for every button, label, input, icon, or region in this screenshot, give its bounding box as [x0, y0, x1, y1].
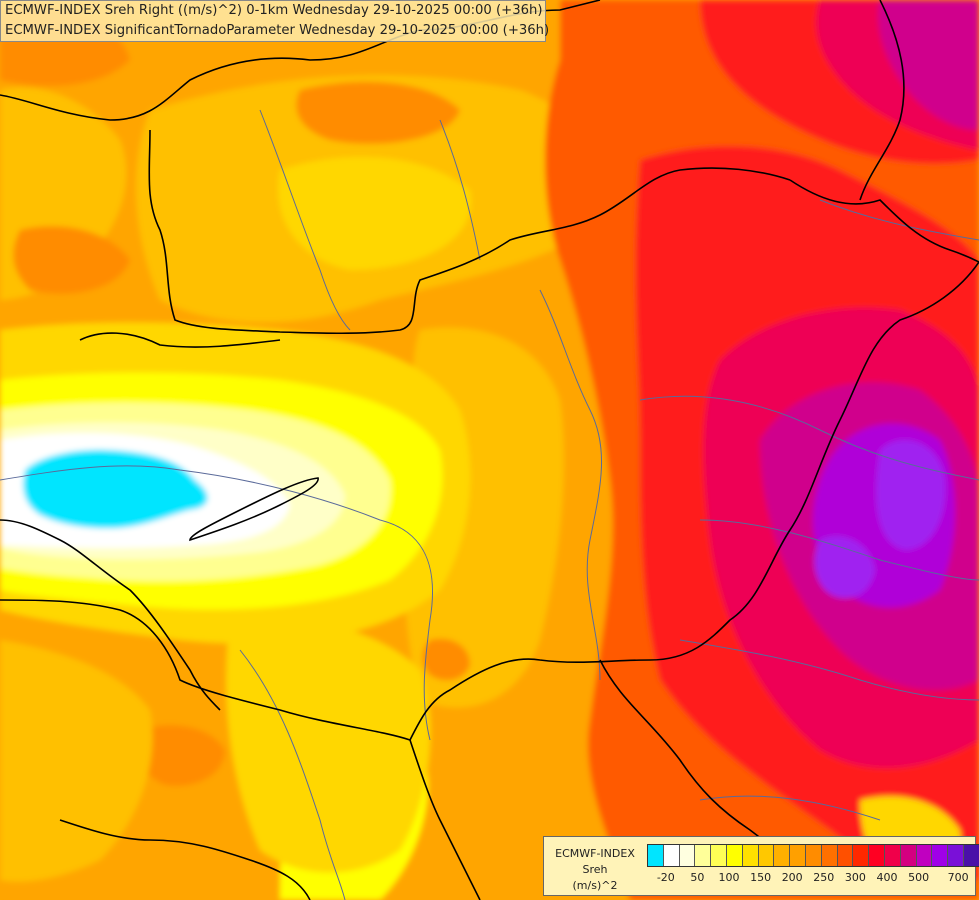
contour-purple-south: [814, 536, 875, 599]
contour-dark-orange-west: [13, 226, 130, 294]
border-northwest-spur: [148, 129, 791, 335]
border-east-north: [789, 179, 979, 263]
legend-swatch-19: [948, 845, 964, 866]
border-northeast-edge: [859, 0, 905, 201]
legend-swatch-6: [742, 845, 759, 866]
legend-tick-label: 300: [844, 871, 866, 884]
legend-unit: (m/s)^2: [572, 879, 618, 892]
river-tisza: [539, 289, 603, 681]
river-north-2: [439, 119, 481, 261]
river-east-2: [699, 519, 979, 581]
legend-tick-label: 700: [947, 871, 969, 884]
legend-tick-label: 250: [813, 871, 835, 884]
legend-tick-label: 150: [750, 871, 772, 884]
legend-swatch-17: [916, 845, 933, 866]
legend-tick-label: 400: [876, 871, 898, 884]
legend-swatch-3: [695, 845, 712, 866]
legend-swatch-13: [853, 845, 870, 866]
title-line-stp: ECMWF-INDEX SignificantTornadoParameter …: [5, 23, 550, 38]
legend-swatch-9: [790, 845, 806, 866]
legend-swatch-2: [679, 845, 696, 866]
legend-swatch-15: [884, 845, 901, 866]
legend-swatch-7: [758, 845, 775, 866]
river-east-3: [679, 639, 979, 701]
legend-swatch-20: [963, 845, 979, 866]
river-north-1: [259, 109, 351, 331]
legend-swatch-4: [711, 845, 727, 866]
contour-dark-orange-north: [296, 81, 460, 144]
legend-source: ECMWF-INDEX: [555, 847, 635, 860]
legend-tick-label: 50: [690, 871, 705, 884]
river-south-1: [239, 649, 346, 900]
river-southeast: [699, 795, 881, 821]
legend-swatch-12: [837, 845, 854, 866]
legend-tick-label: 100: [718, 871, 740, 884]
contour-gold-north: [278, 156, 472, 270]
legend-swatch-5: [726, 845, 743, 866]
title-box: ECMWF-INDEX Sreh Right ((m/s)^2) 0-1km W…: [0, 0, 550, 42]
contour-gold-south: [226, 617, 431, 873]
river-east-1: [639, 395, 979, 481]
river-northeast: [819, 199, 979, 241]
color-legend: ECMWF-INDEX Sreh (m/s)^2 -20 50 100 150 200 2…: [543, 836, 979, 896]
border-south-west: [59, 819, 311, 900]
border-lake-balaton: [189, 477, 319, 542]
legend-tick-label: -20: [656, 871, 675, 884]
river-danube-west: [0, 465, 434, 741]
legend-swatch-1: [663, 845, 680, 866]
legend-swatch-16: [900, 845, 917, 866]
contour-magenta-northeast: [878, 0, 979, 130]
contour-amber-southwest: [0, 640, 153, 882]
border-east: [409, 261, 979, 741]
rivers: [0, 109, 979, 900]
legend-tick-label: 200: [781, 871, 803, 884]
legend-title: ECMWF-INDEX Sreh (m/s)^2: [549, 846, 641, 894]
legend-parameter: Sreh: [582, 863, 608, 876]
legend-swatch-18: [932, 845, 949, 866]
title-line-sreh: ECMWF-INDEX Sreh Right ((m/s)^2) 0-1km W…: [5, 3, 543, 18]
legend-swatch-10: [805, 845, 822, 866]
border-south: [409, 739, 481, 900]
legend-swatch-8: [774, 845, 791, 866]
border-west-austria: [0, 519, 221, 711]
contour-dark-orange-south: [422, 638, 470, 681]
legend-swatch-11: [821, 845, 838, 866]
legend-tick-labels: -20 50 100 150 200 250 300 400 500 700: [647, 871, 977, 887]
contour-dark-orange-southwest: [136, 725, 225, 786]
border-west: [79, 332, 281, 348]
legend-tick-label: 500: [908, 871, 930, 884]
legend-swatch-0: [648, 845, 664, 866]
border-southwest: [0, 599, 411, 741]
legend-swatch-14: [869, 845, 885, 866]
legend-color-bar: [647, 844, 979, 867]
contour-purple-core: [876, 440, 946, 550]
